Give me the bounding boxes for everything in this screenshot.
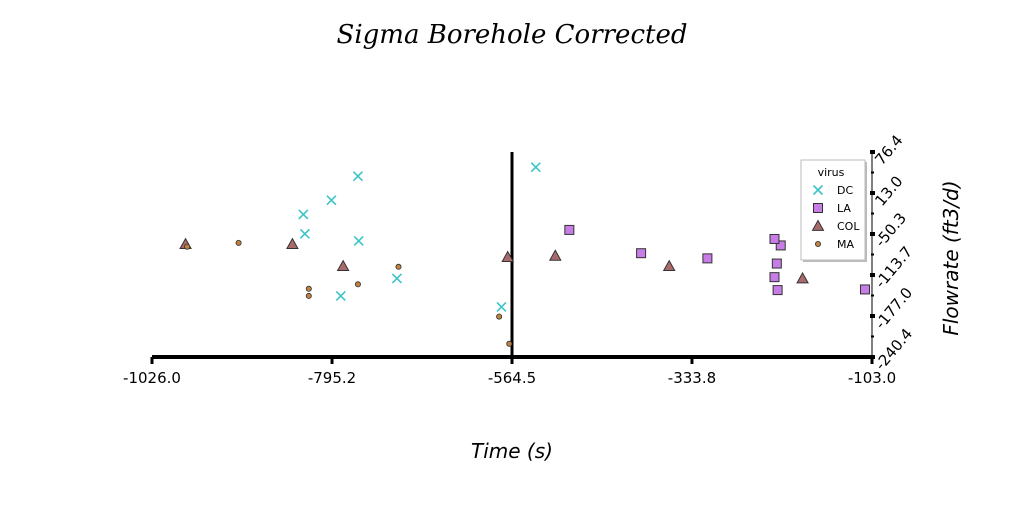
legend-marker-la bbox=[813, 203, 823, 213]
data-point-la bbox=[564, 224, 575, 235]
y-tick-label: -177.0 bbox=[871, 284, 916, 333]
data-point-ma bbox=[235, 239, 242, 246]
data-point-la bbox=[859, 284, 870, 295]
data-point-dc bbox=[530, 162, 541, 173]
data-point-la bbox=[769, 233, 780, 244]
legend-label-ma: MA bbox=[837, 238, 854, 251]
legend-label-col: COL bbox=[837, 220, 860, 233]
data-point-dc bbox=[353, 235, 364, 246]
data-point-la bbox=[772, 285, 783, 296]
x-tick-label: -564.5 bbox=[488, 369, 536, 387]
x-tick-label: -795.2 bbox=[308, 369, 356, 387]
y-minor-tick bbox=[871, 171, 874, 174]
legend-marker-col bbox=[811, 219, 825, 231]
data-point-la bbox=[636, 248, 647, 259]
legend-box bbox=[800, 159, 866, 261]
legend-title: virus bbox=[818, 166, 845, 179]
data-point-dc bbox=[326, 195, 337, 206]
x-tick-label: -333.8 bbox=[668, 369, 716, 387]
data-point-ma bbox=[305, 292, 312, 299]
series-la bbox=[564, 224, 870, 296]
y-tick-label: -50.3 bbox=[871, 209, 910, 250]
legend-label-la: LA bbox=[837, 202, 851, 215]
y-tick bbox=[870, 150, 875, 154]
series-ma bbox=[184, 239, 513, 347]
data-point-la bbox=[769, 272, 780, 283]
x-tick-label: -103.0 bbox=[848, 369, 896, 387]
y-tick-label: -240.4 bbox=[871, 325, 916, 374]
data-point-col bbox=[548, 249, 562, 261]
data-point-ma bbox=[506, 340, 513, 347]
x-axis-label: Time (s) bbox=[471, 439, 553, 463]
data-point-la bbox=[771, 258, 782, 269]
y-tick bbox=[870, 273, 875, 278]
data-point-ma bbox=[305, 285, 312, 292]
chart-title: Sigma Borehole Corrected bbox=[337, 20, 688, 50]
data-point-ma bbox=[395, 263, 402, 270]
series-dc bbox=[298, 162, 541, 312]
data-point-ma bbox=[354, 281, 361, 288]
legend-marker-ma bbox=[815, 240, 822, 247]
data-point-col bbox=[336, 259, 350, 272]
legend-marker-dc bbox=[812, 184, 824, 196]
legend-label-dc: DC bbox=[837, 184, 853, 197]
data-point-ma bbox=[496, 313, 503, 320]
data-point-dc bbox=[335, 290, 346, 301]
y-minor-tick bbox=[871, 253, 874, 256]
y-minor-tick bbox=[871, 335, 874, 338]
y-minor-tick bbox=[871, 294, 874, 297]
legend: virus DC LA COL MA bbox=[800, 159, 867, 262]
x-tick-label: -1026.0 bbox=[123, 369, 181, 387]
y-tick-label: 13.0 bbox=[871, 172, 906, 209]
data-point-col bbox=[796, 271, 809, 284]
data-point-la bbox=[702, 253, 713, 264]
y-tick bbox=[870, 355, 875, 359]
data-point-dc bbox=[496, 301, 507, 312]
data-point-dc bbox=[298, 209, 309, 220]
y-tick bbox=[870, 313, 875, 318]
data-point-la bbox=[775, 240, 786, 251]
data-point-dc bbox=[352, 171, 364, 182]
y-tick bbox=[870, 191, 875, 196]
plot-area: -1026.0 -795.2 -564.5 -333.8 -103.076.413.0-… bbox=[123, 131, 916, 387]
data-point-ma bbox=[184, 243, 191, 250]
data-point-dc bbox=[391, 273, 403, 284]
y-axis-label: Flowrate (ft3/d) bbox=[939, 180, 963, 335]
data-point-col bbox=[286, 237, 299, 250]
y-tick bbox=[870, 231, 875, 236]
data-point-col bbox=[662, 259, 676, 272]
data-point-col bbox=[501, 250, 515, 262]
y-tick-label: -113.7 bbox=[871, 243, 916, 292]
series-col bbox=[179, 237, 809, 284]
y-tick-label: 76.4 bbox=[871, 131, 906, 168]
y-minor-tick bbox=[871, 212, 874, 215]
data-point-dc bbox=[299, 228, 310, 239]
